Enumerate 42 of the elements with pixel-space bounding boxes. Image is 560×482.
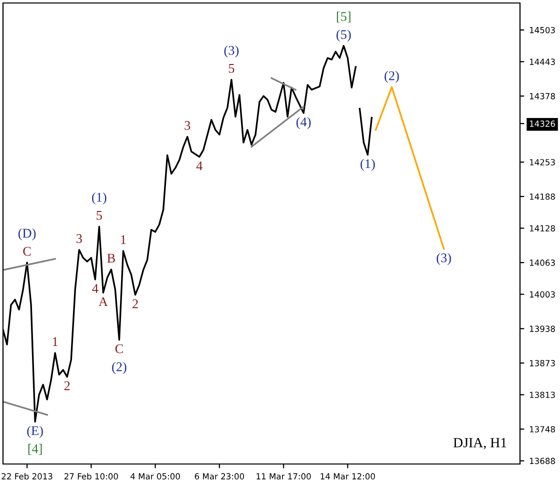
annotation: 3 (184, 121, 190, 130)
annotation: C (2) (112, 344, 126, 374)
y-tick-label: 13688 (530, 458, 555, 464)
x-tick-label: 11 Mar 17:00 (256, 473, 311, 480)
annotation: (1) (360, 158, 375, 171)
x-tick-label: 22 Feb 2013 (2, 473, 52, 480)
annotation: (D) C (18, 228, 36, 256)
x-tick-label: 4 Mar 05:00 (130, 473, 180, 480)
annotation: (3) 5 (224, 45, 239, 73)
y-tick-label: 13938 (530, 326, 555, 332)
annotation: (3) (436, 253, 451, 265)
annotation: 1 (121, 235, 126, 244)
y-tick-label: 14443 (530, 58, 555, 65)
y-tick-label: 14003 (530, 291, 555, 298)
y-tick-label: 14128 (530, 225, 555, 232)
annotation: DJIA, H1 (453, 438, 506, 450)
annotation: [5] (5) (336, 12, 351, 42)
annotation: 1 (52, 337, 58, 346)
annotation: 2 (64, 381, 70, 390)
y-tick-label: 14253 (530, 159, 555, 166)
y-tick-label: 14326 (530, 120, 556, 127)
y-tick-label: 14503 (530, 26, 555, 34)
x-tick-label: 27 Feb 10:00 (64, 473, 118, 480)
annotation: (4) (296, 117, 311, 130)
annotation: 3 (76, 234, 82, 244)
annotation: (1) 5 (92, 192, 106, 220)
y-tick-label: 13748 (530, 426, 555, 432)
annotation: A (98, 297, 108, 306)
y-tick-label: 13813 (530, 392, 555, 398)
line-series (358, 108, 373, 156)
annotation: 4 (92, 284, 98, 293)
annotation: B (107, 254, 115, 263)
y-tick-label: 14063 (530, 260, 555, 266)
x-tick-label: 6 Mar 23:00 (194, 473, 244, 480)
annotation: 4 (196, 161, 202, 170)
annotation: (2) (384, 70, 399, 83)
y-tick-label: 13873 (530, 360, 555, 366)
y-tick-label: 14188 (530, 193, 555, 200)
x-tick-label: 14 Mar 12:00 (320, 473, 375, 480)
y-tick-label: 14378 (530, 93, 555, 100)
annotation: 2 (132, 299, 138, 308)
annotation: (E) [4] (27, 426, 43, 455)
